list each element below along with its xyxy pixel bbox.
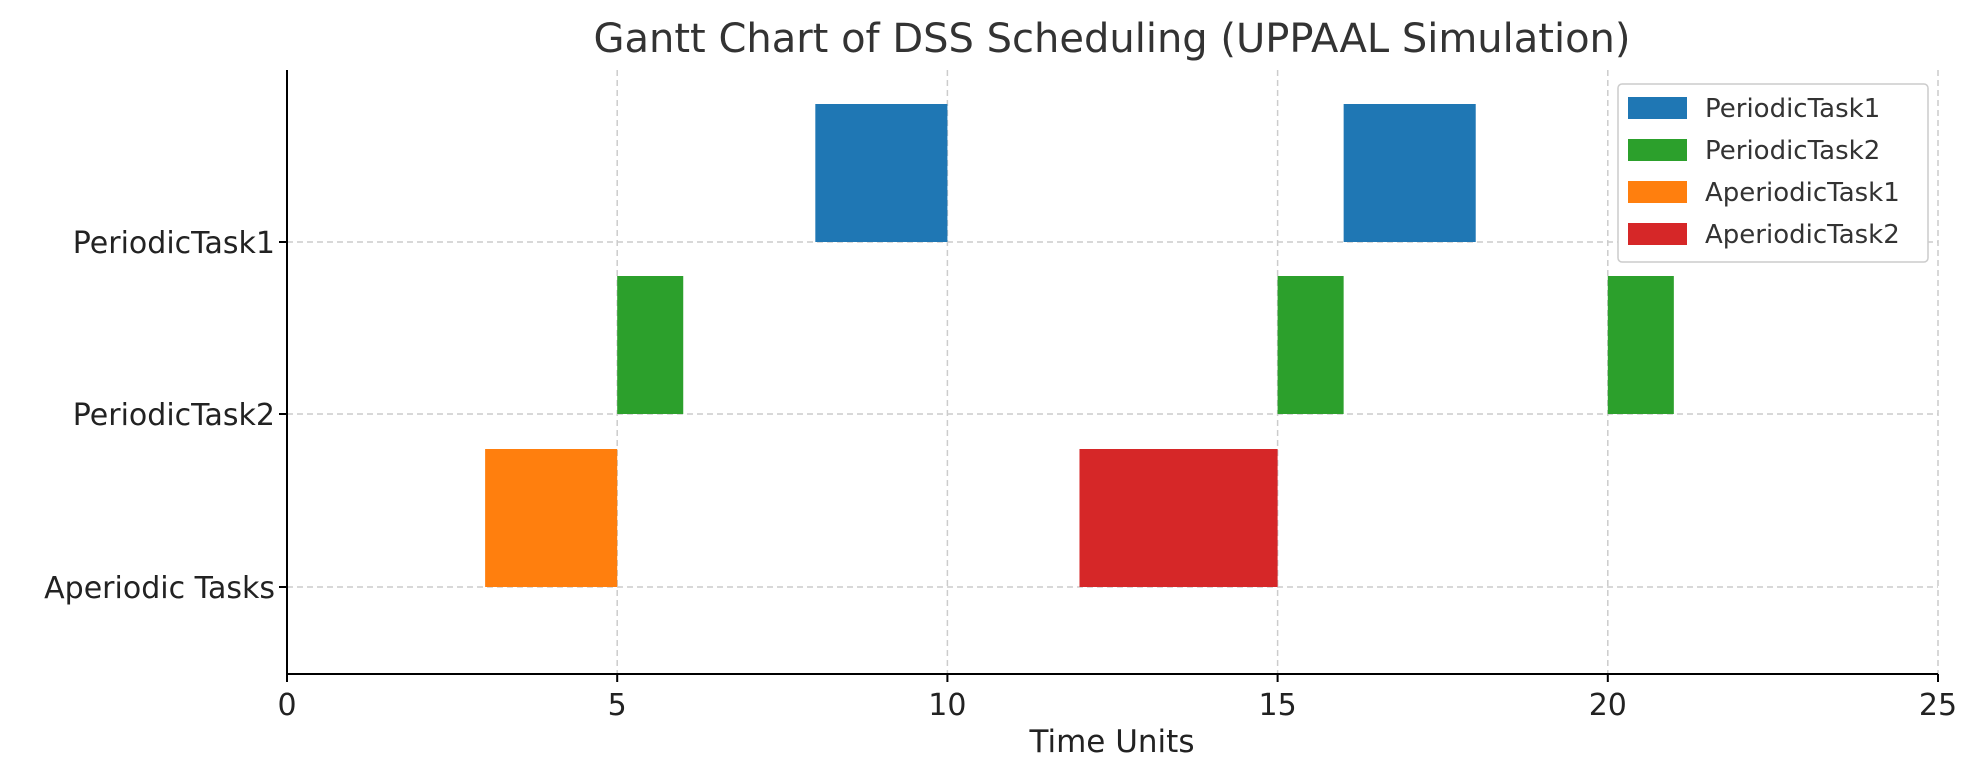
gantt-bar — [1277, 276, 1344, 414]
legend-swatch — [1628, 97, 1687, 119]
y-tick-label: PeriodicTask1 — [73, 226, 275, 261]
y-tick-label: PeriodicTask2 — [73, 398, 275, 433]
x-tick-labels: 0 5 10 15 20 25 — [277, 674, 1957, 723]
bars — [485, 104, 1674, 587]
x-tick-label: 15 — [1259, 688, 1297, 723]
y-tick-labels: PeriodicTask1 PeriodicTask2 Aperiodic Task… — [44, 226, 287, 606]
legend-label: PeriodicTask1 — [1705, 94, 1880, 124]
legend-label: AperiodicTask1 — [1705, 178, 1900, 208]
legend-swatch — [1628, 181, 1687, 203]
legend-box — [1617, 83, 1929, 263]
x-axis-label: Time Units — [1029, 724, 1195, 760]
gantt-bar — [1079, 449, 1278, 587]
legend-swatch — [1628, 223, 1687, 245]
x-tick-label: 5 — [608, 688, 627, 723]
x-tick-label: 10 — [928, 688, 966, 723]
x-tick-label: 0 — [277, 688, 296, 723]
legend: PeriodicTask1 PeriodicTask2 AperiodicTask1… — [1617, 83, 1929, 263]
legend-label: PeriodicTask2 — [1705, 136, 1880, 166]
gantt-bar — [617, 276, 684, 414]
legend-swatch — [1628, 139, 1687, 161]
gantt-bar — [815, 104, 948, 242]
chart-title: Gantt Chart of DSS Scheduling (UPPAAL Si… — [594, 16, 1631, 62]
y-tick-label: Aperiodic Tasks — [44, 571, 275, 606]
gantt-bar — [1607, 276, 1674, 414]
x-tick-label: 20 — [1589, 688, 1627, 723]
axes — [286, 70, 1938, 675]
legend-label: AperiodicTask2 — [1705, 220, 1900, 250]
gantt-bar — [1343, 104, 1476, 242]
x-tick-label: 25 — [1919, 688, 1957, 723]
gantt-bar — [485, 449, 618, 587]
